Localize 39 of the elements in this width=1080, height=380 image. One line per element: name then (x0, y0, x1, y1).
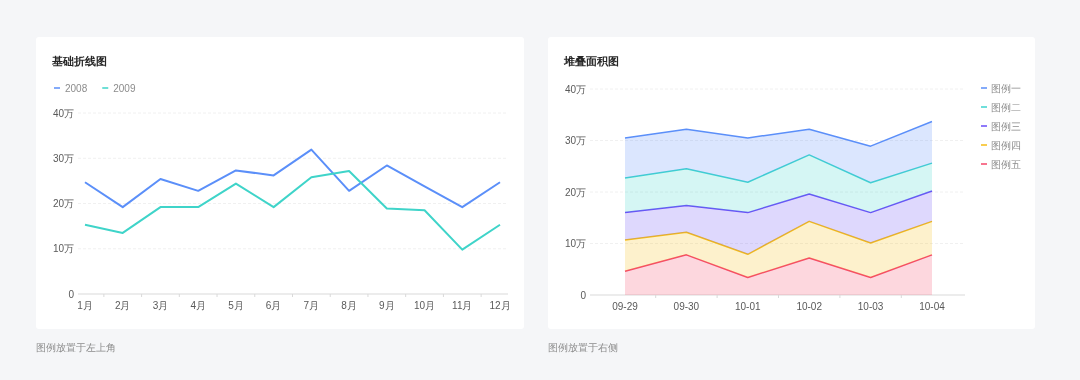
x-tick-label: 12月 (489, 300, 511, 311)
x-tick-label: 7月 (303, 300, 320, 311)
x-tick-label: 10-01 (735, 301, 762, 312)
x-tick-label: 10-04 (919, 301, 946, 312)
x-tick-label: 10-02 (796, 301, 823, 312)
legend-label: 2009 (113, 82, 136, 94)
y-tick-label: 0 (68, 288, 75, 300)
y-tick-label: 10万 (564, 238, 586, 249)
x-tick-label: 11月 (452, 300, 473, 311)
legend-label: 图例五 (991, 158, 1021, 170)
legend-label: 图例一 (991, 82, 1021, 94)
x-tick-label: 9月 (379, 300, 395, 311)
x-tick-label: 2月 (114, 300, 131, 311)
x-tick-label: 8月 (341, 300, 357, 311)
chart-title: 基础折线图 (51, 55, 107, 67)
legend-label: 图例二 (991, 101, 1021, 113)
y-tick-label: 10万 (52, 243, 74, 255)
x-tick-label: 3月 (152, 300, 169, 311)
x-tick-label: 09-29 (612, 301, 639, 312)
x-tick-label: 09-30 (673, 301, 700, 312)
legend-label: 图例四 (991, 139, 1021, 151)
text: 图例放置于右侧 (548, 342, 618, 353)
y-tick-label: 40万 (564, 83, 586, 95)
x-tick-label: 4月 (190, 300, 206, 311)
y-tick-label: 40万 (52, 107, 74, 119)
y-tick-label: 20万 (564, 186, 586, 198)
chart-title: 堆叠面积图 (563, 55, 619, 67)
legend-label: 图例三 (991, 120, 1021, 132)
text: 图例放置于左上角 (36, 342, 116, 353)
y-tick-label: 20万 (52, 198, 74, 209)
x-tick-label: 10月 (413, 300, 436, 311)
legend-label: 2008 (65, 82, 88, 94)
x-tick-label: 10-03 (857, 301, 884, 312)
y-tick-label: 0 (580, 289, 587, 301)
x-tick-label: 1月 (77, 300, 93, 311)
x-tick-label: 6月 (265, 300, 282, 311)
x-tick-label: 5月 (228, 300, 244, 311)
y-tick-label: 30万 (564, 135, 586, 146)
y-tick-label: 30万 (52, 152, 74, 164)
